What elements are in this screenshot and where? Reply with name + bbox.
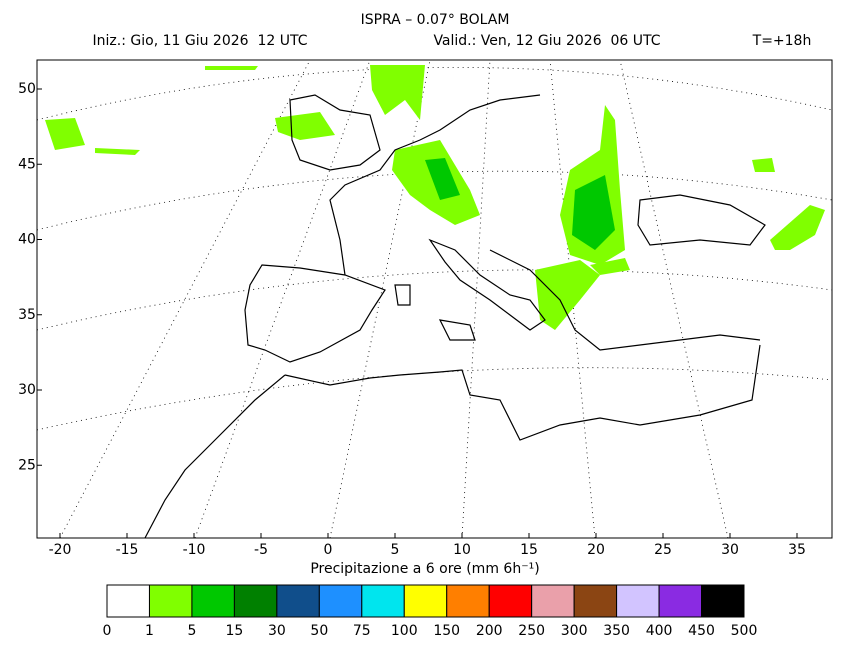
- lon-tick-label: 20: [587, 542, 605, 558]
- colorbar: 0 1 5 15 30 50 75 100 150 200 250 300 350 400 450 500: [103, 584, 758, 639]
- colorbar-label: 150: [433, 623, 460, 639]
- title: ISPRA – 0.07° BOLAM: [361, 12, 510, 28]
- lat-tick-label: 40: [18, 232, 36, 248]
- colorbar-label: 30: [268, 623, 286, 639]
- colorbar-swatch: [148, 584, 193, 618]
- colorbar-swatch: [233, 584, 278, 618]
- colorbar-swatch: [318, 584, 363, 618]
- lon-tick-label: 5: [391, 542, 400, 558]
- colorbar-label: 15: [225, 623, 243, 639]
- lon-tick-label: -15: [116, 542, 139, 558]
- colorbar-swatch: [701, 584, 745, 618]
- lead-time: T=+18h: [752, 33, 812, 49]
- lon-tick-label: -5: [254, 542, 268, 558]
- colorbar-label: 500: [731, 623, 758, 639]
- colorbar-label: 50: [310, 623, 328, 639]
- colorbar-label: 350: [603, 623, 630, 639]
- lat-tick-label: 45: [18, 156, 36, 172]
- map: [36, 59, 833, 539]
- colorbar-swatch: [446, 584, 490, 618]
- colorbar-swatch: [616, 584, 660, 618]
- valid-time: Valid.: Ven, 12 Giu 2026 06 UTC: [433, 33, 660, 49]
- colorbar-swatch: [531, 584, 575, 618]
- colorbar-swatch: [658, 584, 703, 618]
- lat-tick-label: 30: [18, 382, 36, 398]
- lon-tick-label: -10: [183, 542, 206, 558]
- colorbar-swatch: [276, 584, 320, 618]
- colorbar-label: 75: [353, 623, 371, 639]
- lat-tick-label: 35: [18, 307, 36, 323]
- colorbar-label: 300: [561, 623, 588, 639]
- map-frame: [36, 59, 833, 539]
- colorbar-swatch: [403, 584, 448, 618]
- colorbar-swatch: [488, 584, 533, 618]
- init-time: Iniz.: Gio, 11 Giu 2026 12 UTC: [93, 33, 308, 49]
- colorbar-label: 200: [476, 623, 503, 639]
- lon-tick-label: 30: [721, 542, 739, 558]
- lon-tick-label: 0: [324, 542, 333, 558]
- colorbar-swatch: [106, 584, 150, 618]
- lon-tick-label: 35: [788, 542, 806, 558]
- colorbar-title: Precipitazione a 6 ore (mm 6h⁻¹): [310, 561, 539, 577]
- lon-tick-label: 25: [654, 542, 672, 558]
- colorbar-label: 0: [103, 623, 112, 639]
- colorbar-swatch: [361, 584, 405, 618]
- colorbar-swatch: [191, 584, 235, 618]
- rain-areas: [45, 65, 825, 330]
- colorbar-label: 450: [688, 623, 715, 639]
- lat-tick-label: 25: [18, 457, 36, 473]
- coastlines: [144, 94, 766, 539]
- colorbar-label: 5: [187, 623, 196, 639]
- lat-ticks: 25 30 35 40 45 50: [18, 81, 42, 473]
- colorbar-label: 100: [391, 623, 418, 639]
- colorbar-label: 250: [518, 623, 545, 639]
- colorbar-label: 1: [145, 623, 154, 639]
- colorbar-label: 400: [646, 623, 673, 639]
- lon-tick-label: -20: [49, 542, 72, 558]
- lon-tick-label: 15: [520, 542, 538, 558]
- lon-ticks: -20 -15 -10 -5 0 5 10 15 20 25 30 35: [49, 533, 806, 558]
- colorbar-swatch: [573, 584, 618, 618]
- lon-tick-label: 10: [453, 542, 471, 558]
- lat-tick-label: 50: [18, 81, 36, 97]
